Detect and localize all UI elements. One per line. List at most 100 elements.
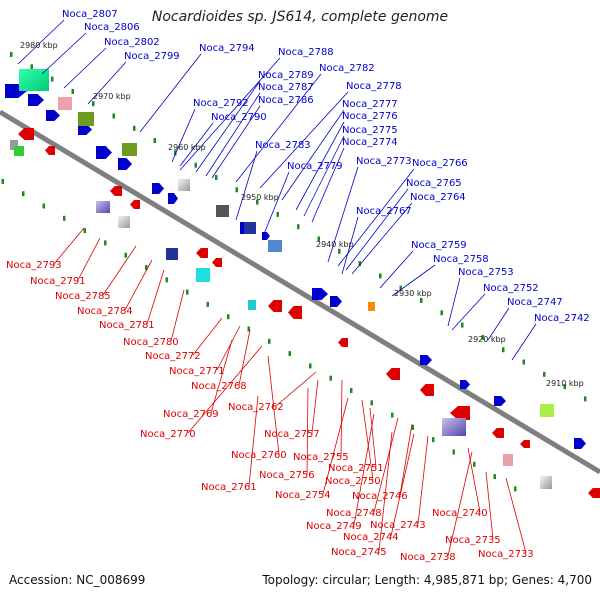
tick-mark (297, 224, 300, 230)
tick-mark (1, 178, 4, 184)
leader-line (341, 216, 359, 275)
gene-label-forward: Noca_2747 (507, 297, 563, 308)
gene-label-reverse: Noca_2781 (99, 320, 155, 331)
tick-mark (153, 138, 156, 144)
leader-line (275, 371, 317, 407)
gene-label-reverse: Noca_2744 (343, 532, 399, 543)
gene-label-forward: Noca_2753 (458, 267, 514, 278)
tick-mark (502, 347, 505, 353)
scale-label: 2920 kbp (468, 335, 506, 344)
leader-line (102, 245, 137, 296)
forward-gene-arrow (420, 355, 432, 365)
tick-mark (440, 310, 443, 316)
tick-mark (235, 187, 238, 193)
rna-feature-box (118, 216, 130, 228)
forward-gene-arrow (96, 146, 112, 159)
tick-mark (350, 388, 353, 393)
leader-line (327, 166, 359, 263)
reverse-gene-arrow (196, 248, 208, 258)
tick-mark (584, 396, 587, 402)
leader-line (378, 431, 393, 552)
gene-label-forward: Noca_2766 (412, 158, 468, 169)
leader-line (248, 395, 259, 487)
gene-label-forward: Noca_2794 (199, 43, 255, 54)
tick-mark (215, 175, 218, 180)
gene-label-reverse: Noca_2756 (259, 470, 315, 481)
rna-feature-box (368, 302, 375, 311)
leader-line (295, 121, 345, 211)
gene-label-forward: Noca_2774 (342, 137, 398, 148)
chromosome-backbone (0, 109, 600, 475)
gene-label-forward: Noca_2773 (356, 156, 412, 167)
forward-gene-arrow (46, 110, 60, 121)
reverse-gene-arrow (450, 406, 470, 420)
tick-mark (22, 191, 25, 197)
gene-label-reverse: Noca_2770 (140, 429, 196, 440)
reverse-gene-arrow (492, 428, 504, 438)
leader-line (322, 397, 349, 495)
gene-label-forward: Noca_2788 (278, 47, 334, 58)
gene-label-forward: Noca_2759 (411, 240, 467, 251)
tick-mark (391, 412, 394, 418)
gene-label-forward: Noca_2786 (258, 95, 314, 106)
gene-label-reverse: Noca_2749 (306, 521, 362, 532)
tick-mark (452, 449, 455, 455)
leader-line (337, 168, 415, 267)
reverse-gene-arrow (45, 146, 55, 155)
tick-mark (227, 314, 230, 320)
tick-mark (493, 474, 496, 480)
tick-mark (268, 338, 271, 344)
gene-label-reverse: Noca_2785 (55, 291, 111, 302)
gene-label-reverse: Noca_2751 (328, 463, 384, 474)
rna-feature-box (14, 146, 24, 156)
forward-gene-arrow (28, 94, 44, 106)
leader-line (390, 433, 415, 537)
rna-feature-box (540, 476, 552, 489)
tick-mark (338, 248, 341, 254)
gene-label-reverse: Noca_2733 (478, 549, 534, 560)
tick-mark (420, 298, 423, 303)
tick-mark (399, 285, 402, 291)
leader-line (485, 471, 494, 540)
gene-label-forward: Noca_2777 (342, 99, 398, 110)
leader-line (399, 423, 413, 496)
tick-mark (206, 301, 209, 307)
leader-line (171, 108, 196, 163)
gene-label-forward: Noca_2782 (319, 63, 375, 74)
leader-line (170, 289, 185, 342)
reverse-gene-arrow (386, 368, 400, 380)
forward-gene-arrow (118, 158, 132, 170)
tick-mark (461, 322, 464, 328)
tick-mark (563, 384, 566, 390)
tick-marks (1, 52, 587, 492)
gene-label-reverse: Noca_2748 (326, 508, 382, 519)
gene-label-forward: Noca_2806 (84, 22, 140, 33)
tick-mark (145, 265, 148, 270)
scale-label: 2940 kbp (316, 240, 354, 249)
tick-mark (92, 101, 95, 107)
tick-mark (51, 76, 54, 82)
gene-label-forward: Noca_2792 (193, 98, 249, 109)
tick-mark (329, 375, 332, 381)
leader-line (139, 53, 202, 133)
rna-feature-box (442, 418, 466, 436)
gene-label-forward: Noca_2742 (534, 313, 590, 324)
leader-line (235, 150, 258, 221)
gene-label-reverse: Noca_2735 (445, 535, 501, 546)
gene-label-reverse: Noca_2740 (432, 508, 488, 519)
scale-labels: 2980 kbp 2970 kbp 2960 kbp 2950 kbp 2940 kbp… (20, 41, 584, 388)
rna-feature-box (78, 112, 94, 126)
reverse-gene-labels: Noca_2793 Noca_2791 Noca_2785 Noca_2784 Noca… (6, 260, 534, 563)
forward-gene-arrow (494, 396, 506, 406)
leader-line (205, 92, 261, 177)
leader-line (41, 32, 87, 75)
rna-feature-box (248, 300, 256, 310)
leader-line (187, 345, 263, 434)
leader-line (263, 171, 290, 235)
gene-label-reverse: Noca_2784 (77, 306, 133, 317)
tick-mark (370, 400, 373, 406)
leader-line (281, 109, 345, 201)
reverse-gene-arrow (288, 306, 302, 319)
rna-feature-box (19, 69, 49, 91)
